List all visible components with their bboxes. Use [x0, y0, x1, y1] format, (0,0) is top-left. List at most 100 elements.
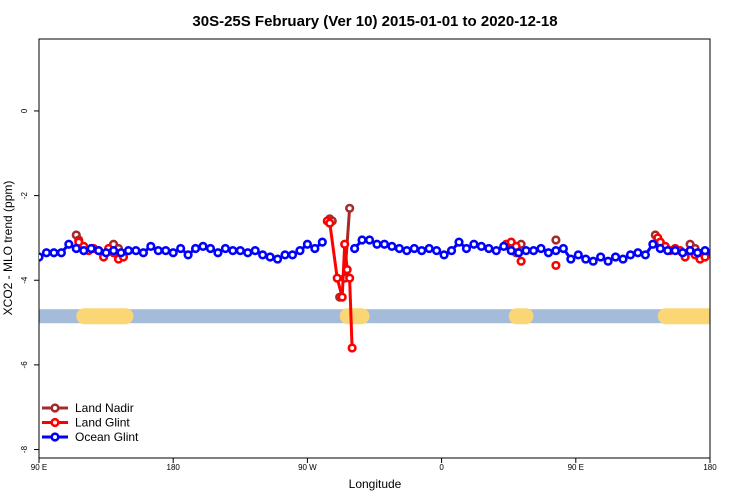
data-point	[516, 256, 526, 266]
series-layer	[39, 203, 746, 353]
data-point	[724, 249, 731, 256]
data-point	[424, 243, 434, 254]
data-point	[272, 254, 283, 264]
data-point	[387, 241, 397, 251]
data-point	[342, 265, 352, 275]
series-land-glint	[74, 216, 710, 353]
data-point	[345, 273, 355, 283]
surface-band	[39, 308, 710, 325]
data-point	[596, 252, 606, 262]
data-point	[521, 246, 531, 256]
data-point	[310, 243, 320, 254]
x-tick-label: 90 E	[31, 463, 47, 472]
data-point	[332, 273, 342, 283]
legend-label: Land Nadir	[75, 401, 134, 415]
data-point	[235, 246, 245, 256]
chart-title: 30S-25S February (Ver 10) 2015-01-01 to …	[192, 13, 557, 30]
data-point	[161, 246, 171, 256]
data-point	[469, 239, 479, 249]
data-point	[79, 246, 89, 256]
data-point	[287, 250, 298, 260]
data-point	[536, 243, 546, 254]
y-axis: 0 -2 -4 -6 -8	[20, 108, 39, 453]
data-point	[153, 246, 163, 256]
data-point	[168, 248, 178, 258]
data-point	[551, 235, 561, 245]
data-point	[402, 246, 412, 256]
data-point	[220, 243, 230, 254]
y-tick-label: 0	[20, 108, 29, 113]
x-tick-label: 180	[167, 463, 181, 472]
data-point	[337, 292, 347, 302]
y-tick-label: -4	[20, 276, 29, 284]
x-axis-label: Longitude	[349, 477, 402, 491]
data-point	[640, 250, 650, 260]
data-point	[506, 246, 516, 256]
data-point	[528, 246, 539, 256]
land-band-segment	[76, 308, 134, 325]
data-point	[347, 343, 357, 353]
data-point	[379, 239, 390, 249]
data-point	[243, 248, 253, 258]
data-point	[663, 246, 673, 256]
data-point	[543, 248, 554, 258]
data-point	[41, 248, 52, 258]
data-point	[101, 248, 111, 258]
data-point	[280, 250, 290, 260]
data-point	[116, 248, 126, 258]
data-point	[364, 235, 375, 245]
data-point	[610, 252, 621, 262]
land-band-segment	[339, 308, 370, 325]
ocean-band	[39, 309, 710, 324]
data-point	[258, 250, 268, 260]
y-axis-label: XCO2 - MLO trend (ppm)	[1, 181, 15, 316]
data-point	[265, 252, 275, 262]
data-point	[302, 239, 313, 249]
data-point	[409, 243, 419, 254]
legend-label: Land Glint	[75, 416, 130, 430]
x-tick-label: 0	[439, 463, 444, 472]
data-point	[454, 237, 464, 247]
data-point	[551, 246, 561, 256]
legend-marker	[50, 403, 60, 413]
data-point	[633, 248, 643, 258]
data-point	[739, 243, 746, 250]
legend-label: Ocean Glint	[75, 430, 139, 444]
data-point	[732, 252, 739, 259]
data-point	[71, 243, 81, 254]
y-tick-label: -2	[20, 191, 29, 199]
data-point	[655, 243, 665, 254]
data-point	[56, 248, 66, 258]
data-point	[190, 243, 201, 254]
data-point	[417, 246, 427, 256]
data-point	[138, 248, 148, 258]
data-point	[573, 250, 583, 260]
data-point	[39, 252, 44, 262]
data-point	[357, 235, 367, 245]
data-point	[648, 239, 658, 249]
data-point	[566, 254, 576, 264]
data-point	[198, 241, 208, 251]
data-point	[551, 260, 561, 271]
data-point	[685, 246, 695, 256]
data-point	[176, 243, 186, 254]
data-point	[183, 250, 193, 260]
y-tick-label: -8	[20, 445, 29, 453]
legend-marker	[50, 432, 60, 442]
data-point	[558, 243, 568, 254]
data-point	[64, 239, 74, 249]
data-point	[588, 256, 598, 266]
legend-marker	[50, 417, 60, 428]
data-point	[250, 246, 260, 256]
data-point	[446, 246, 457, 256]
x-axis: 90 E 180 90 W 0 90 E 180	[31, 458, 717, 472]
data-point	[700, 246, 710, 256]
data-point	[317, 237, 327, 247]
data-point	[491, 246, 501, 256]
x-tick-label: 90 E	[568, 463, 584, 472]
data-point	[625, 250, 636, 260]
data-point	[345, 203, 355, 213]
data-point	[295, 246, 305, 256]
data-point	[394, 243, 404, 254]
